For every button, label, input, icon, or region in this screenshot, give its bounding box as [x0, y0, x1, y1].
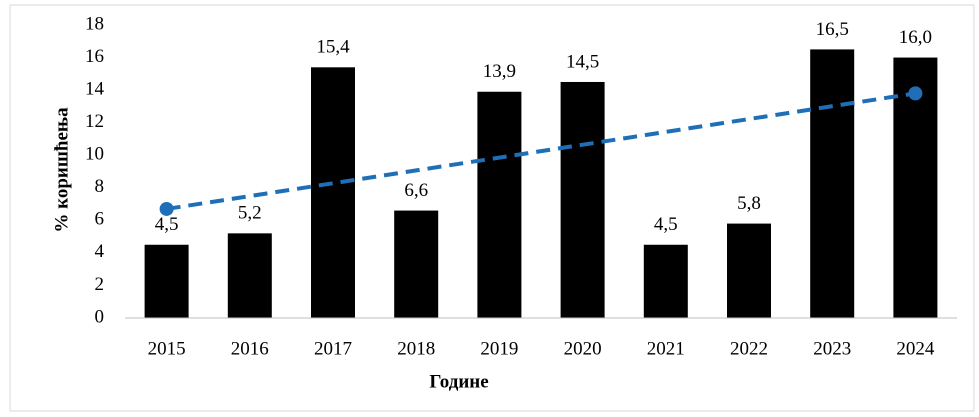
- value-label: 15,4: [316, 37, 350, 58]
- x-tick-label: 2019: [480, 338, 518, 359]
- y-tick-label: 10: [85, 144, 104, 165]
- bar: [227, 233, 272, 318]
- value-label: 5,8: [737, 193, 761, 214]
- y-axis-title: % коришћења: [51, 107, 72, 233]
- value-label: 4,5: [654, 214, 678, 235]
- x-tick-label: 2020: [564, 338, 602, 359]
- x-tick-label: 2023: [813, 338, 851, 359]
- bar: [477, 91, 522, 318]
- x-tick-label: 2018: [397, 338, 435, 359]
- y-tick-label: 2: [95, 274, 105, 295]
- bar: [727, 223, 771, 318]
- y-tick-label: 16: [85, 46, 104, 67]
- x-tick-label: 2015: [148, 338, 186, 359]
- y-tick-label: 18: [85, 13, 104, 34]
- trend-line: [166, 91, 916, 211]
- bar: [394, 210, 439, 318]
- y-tick-label: 14: [85, 78, 105, 99]
- value-label: 16,5: [816, 19, 849, 40]
- bar: [893, 57, 938, 319]
- value-label: 13,9: [483, 61, 516, 82]
- y-tick-label: 4: [95, 241, 105, 262]
- y-tick-label: 0: [95, 306, 105, 327]
- x-tick-label: 2021: [647, 338, 685, 359]
- y-tick-label: 12: [85, 111, 104, 132]
- y-tick-label: 8: [95, 176, 105, 197]
- value-label: 14,5: [566, 51, 599, 72]
- value-label: 16,0: [899, 27, 932, 48]
- trend-point: [908, 86, 923, 101]
- bar: [311, 67, 355, 318]
- bar: [810, 49, 855, 319]
- x-axis-title: Године: [429, 371, 488, 392]
- value-label: 5,2: [238, 203, 262, 224]
- x-tick-label: 2017: [314, 338, 352, 359]
- bar: [144, 244, 189, 318]
- value-label: 4,5: [155, 214, 179, 235]
- value-label: 6,6: [404, 180, 428, 201]
- bar: [560, 81, 605, 318]
- trend-point: [159, 201, 174, 216]
- y-tick-label: 6: [95, 209, 105, 230]
- x-tick-label: 2016: [231, 338, 269, 359]
- bar: [643, 244, 688, 318]
- x-tick-label: 2022: [730, 338, 768, 359]
- x-tick-label: 2024: [896, 338, 935, 359]
